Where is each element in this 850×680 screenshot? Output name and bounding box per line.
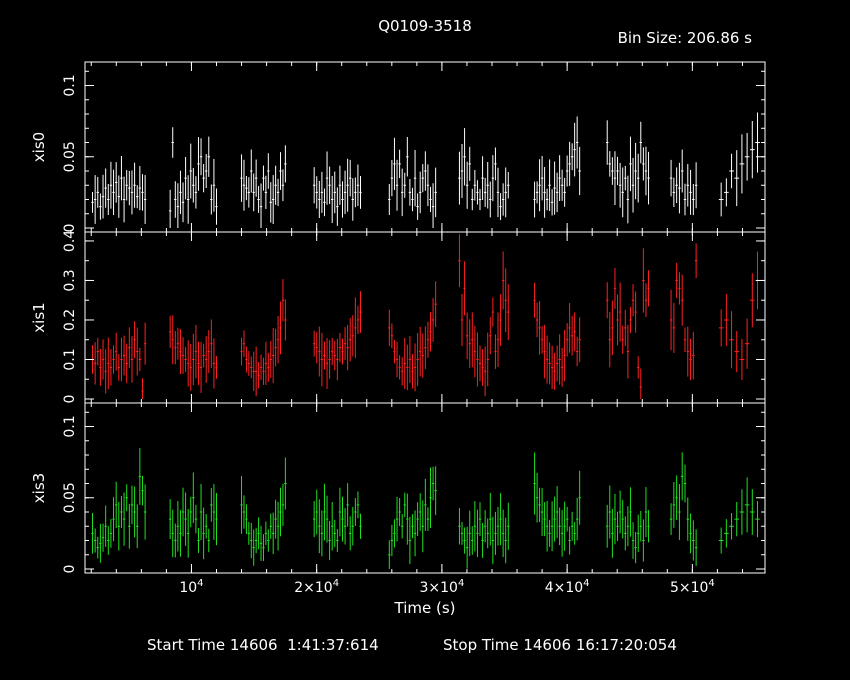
y-tick-label: 0: [62, 565, 78, 574]
y-tick-label: 0: [62, 224, 78, 233]
start-time-label: Start Time 14606 1:41:37:614: [147, 636, 379, 654]
chart-title: Q0109-3518: [378, 17, 472, 35]
y-tick-label: 0.05: [62, 482, 78, 513]
panel-frame: [84, 402, 766, 574]
bin-size-label: Bin Size: 206.86 s: [617, 29, 752, 47]
y-tick-label: 0.05: [62, 141, 78, 172]
panel-xis3: 0 0.05 0.1 xis3: [30, 402, 766, 574]
x-tick-label: 104: [179, 578, 203, 596]
y-tick-label: 0: [62, 395, 78, 404]
x-axis-label: Time (s): [394, 599, 456, 617]
panel-label-xis1: xis1: [30, 302, 48, 332]
x-tick-label: 3×104: [419, 578, 464, 596]
stop-time-label: Stop Time 14606 16:17:20:054: [443, 636, 677, 654]
panel-frame: [84, 231, 766, 404]
y-tick-label: 0.2: [62, 309, 78, 331]
x-tick-label: 5×104: [670, 578, 715, 596]
panel-xis0: 0 0.05 0.1 xis0: [30, 61, 766, 233]
x-tick-label: 2×104: [294, 578, 339, 596]
y-tick-label: 0.1: [62, 415, 78, 437]
x-tick-label: 4×104: [545, 578, 590, 596]
panel-label-xis0: xis0: [30, 132, 48, 162]
panel-xis1: 0 0.1 0.2 0.3 0.4 xis1: [30, 230, 766, 404]
y-tick-label: 0.1: [62, 348, 78, 370]
y-tick-label: 0.4: [62, 230, 78, 252]
panel-frame: [84, 61, 766, 233]
panel-label-xis3: xis3: [30, 473, 48, 503]
y-tick-label: 0.3: [62, 269, 78, 291]
y-tick-label: 0.1: [62, 74, 78, 96]
